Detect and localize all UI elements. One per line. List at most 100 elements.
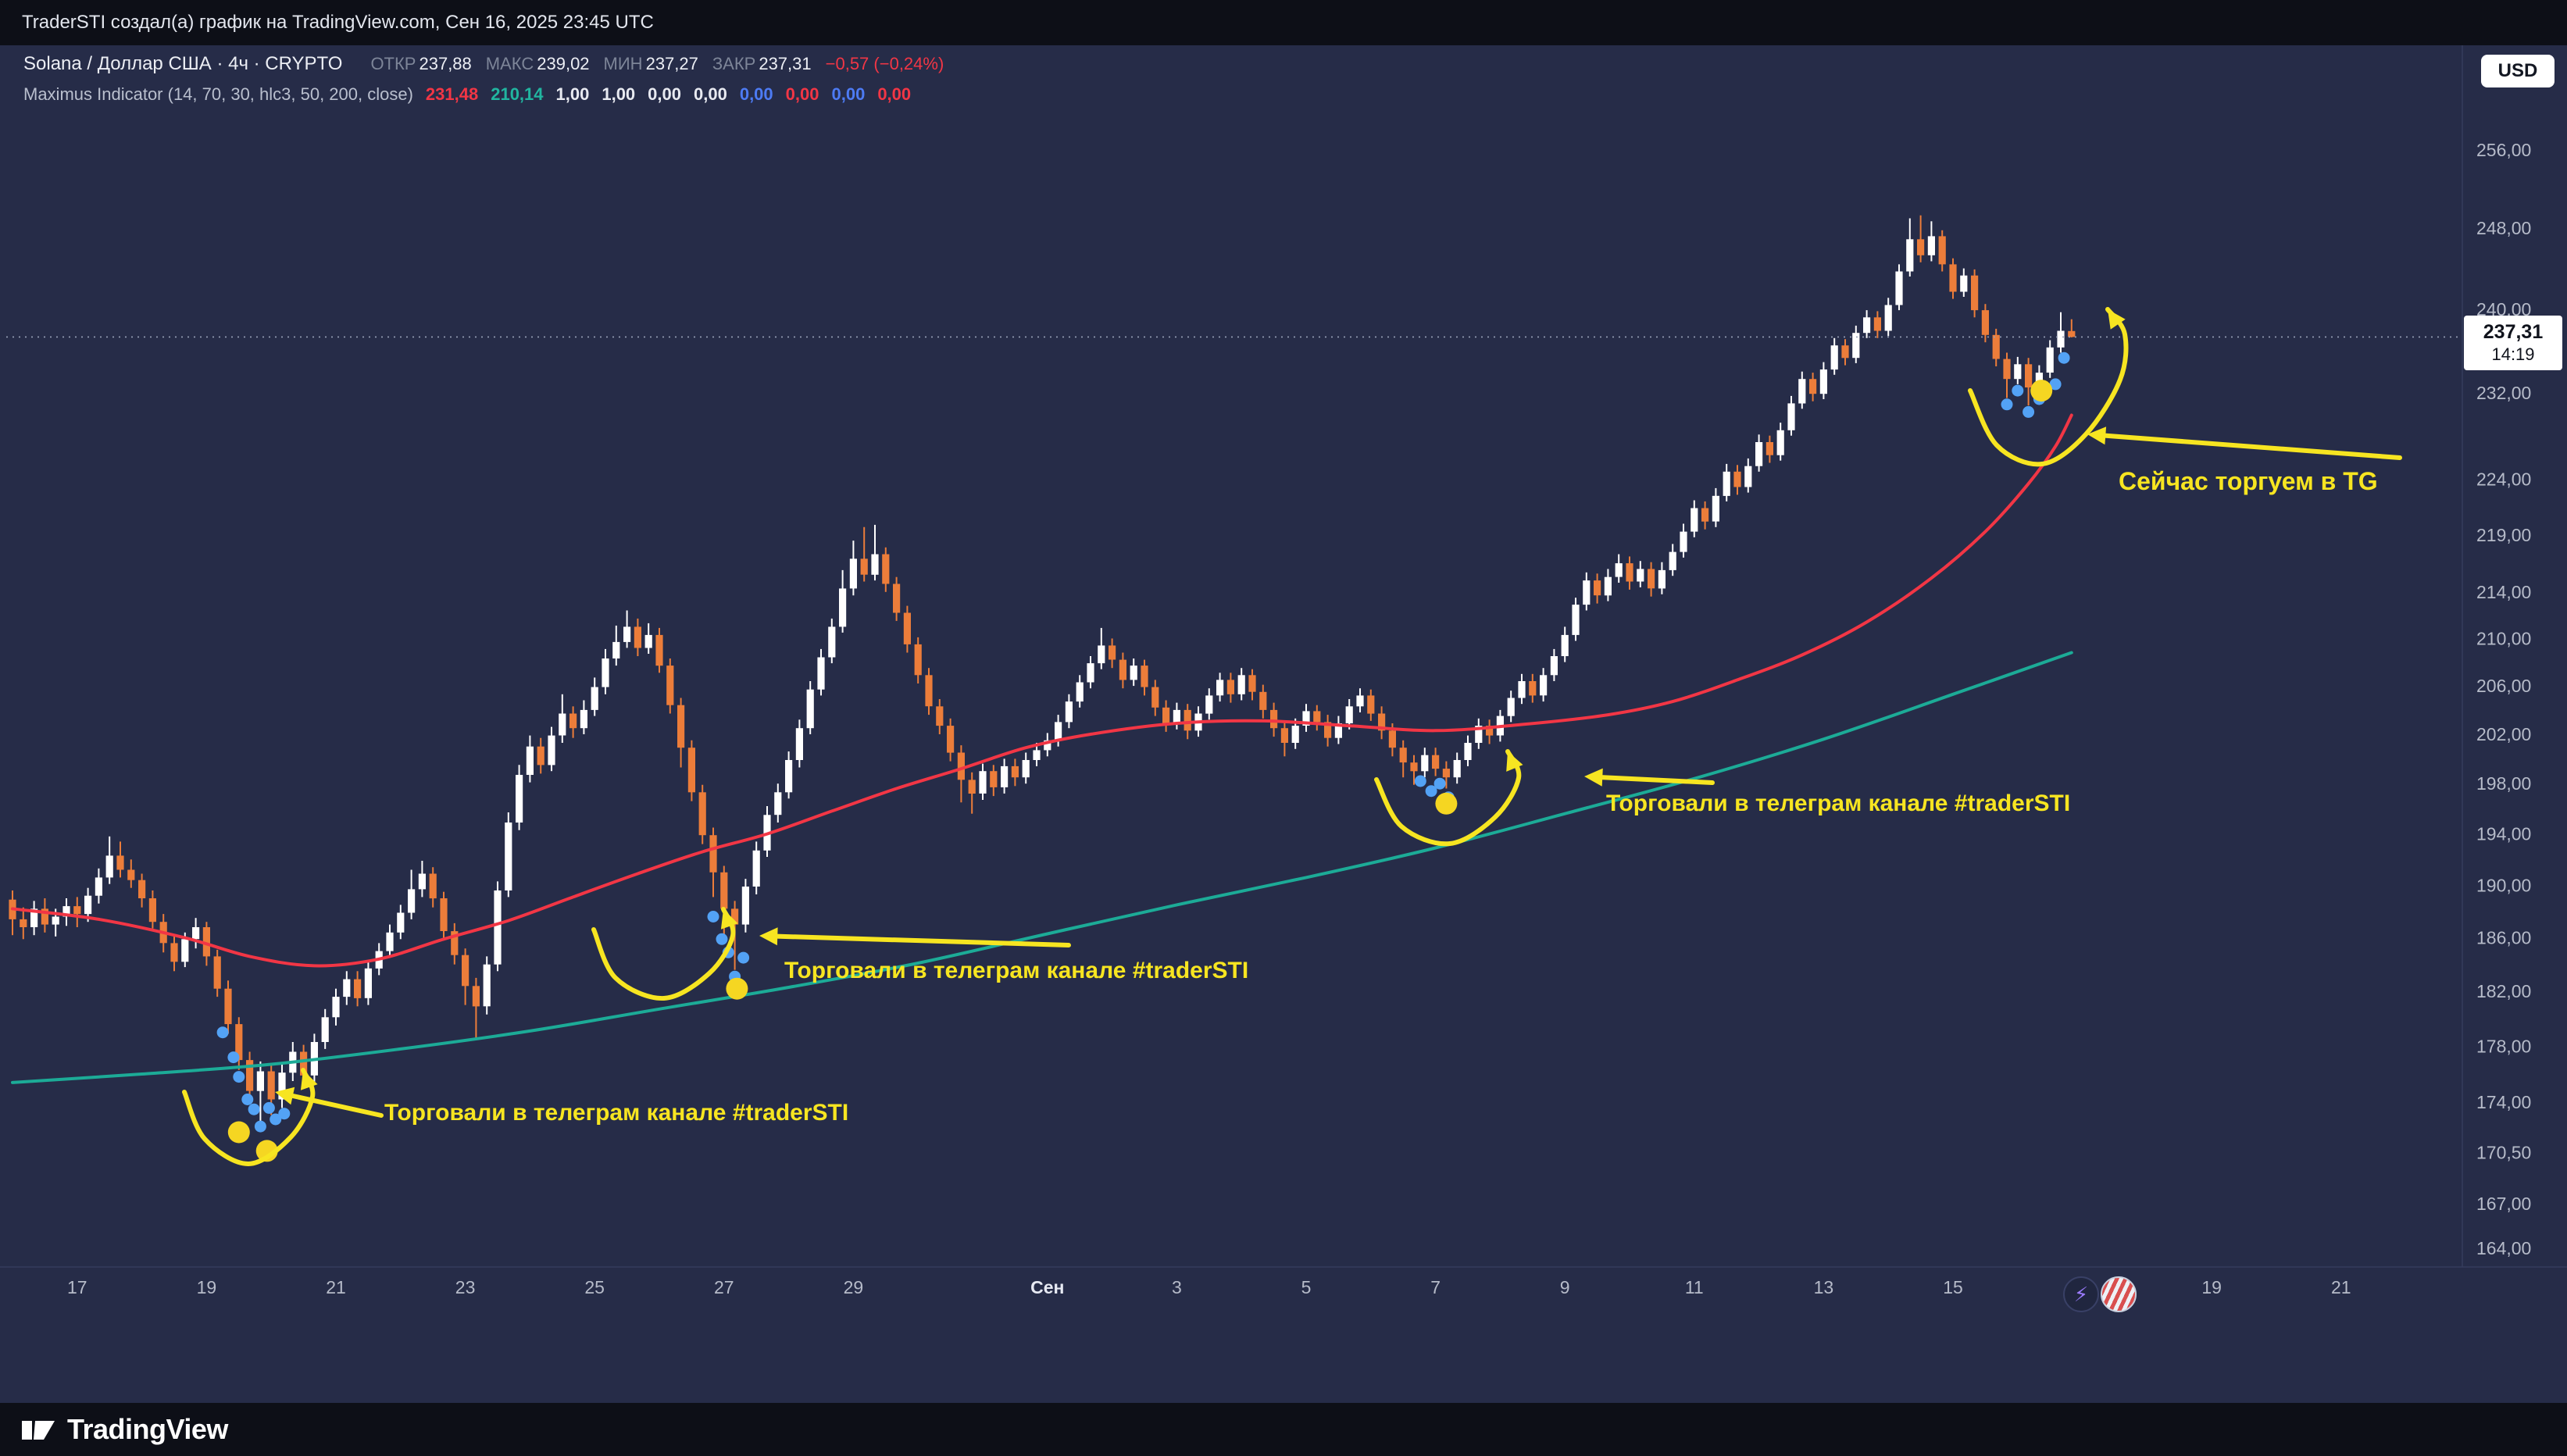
price-tick-label: 210,00 — [2476, 628, 2531, 648]
arrow-head — [2087, 426, 2107, 445]
time-tick-label: 21 — [326, 1277, 346, 1297]
time-tick-label: Сен — [1030, 1277, 1064, 1297]
time-tick-label: 17 — [67, 1277, 87, 1297]
indicator-value: 1,00 — [555, 84, 590, 104]
ohlc-high: МАКС 239,02 — [485, 54, 590, 73]
time-tick-label: 19 — [2201, 1277, 2222, 1297]
arrow-head — [1584, 768, 1603, 787]
trade-marker-blue — [716, 933, 728, 945]
trade-marker-yellow — [227, 1121, 250, 1144]
trade-markers — [216, 352, 2070, 1162]
trade-marker-blue — [216, 1026, 229, 1039]
attribution-text: TraderSTI создал(а) график на TradingVie… — [22, 12, 654, 33]
current-price-label: 237,31 14:19 — [2464, 316, 2562, 370]
indicator-value: 0,00 — [785, 84, 819, 104]
time-tick-label: 11 — [1685, 1277, 1704, 1297]
swoosh-arc — [1968, 307, 2129, 467]
tradingview-logo[interactable] — [20, 1410, 56, 1450]
ohlc-open: ОТКР 237,88 — [370, 54, 472, 73]
annotation-label-0[interactable]: Торговали в телеграм канале #traderSTI — [384, 1100, 849, 1126]
time-tick-label: 21 — [2331, 1277, 2351, 1297]
tradingview-brand-text[interactable]: TradingView — [67, 1413, 228, 1445]
time-tick-label: 15 — [1943, 1277, 1963, 1297]
annotation-arrow — [283, 1092, 384, 1118]
price-tick-label: 202,00 — [2476, 724, 2531, 744]
price-tick-label: 248,00 — [2476, 218, 2531, 238]
time-tick-label: 25 — [584, 1277, 605, 1297]
symbol-row: Solana / Доллар США · 4ч · CRYPTO ОТКР 23… — [23, 53, 944, 75]
arrow-head — [2108, 309, 2126, 330]
currency-toggle-button[interactable]: USD — [2481, 55, 2555, 87]
time-tick-label: 3 — [1172, 1277, 1182, 1297]
trade-marker-blue — [1433, 777, 1446, 790]
footer-bar: TradingView — [0, 1403, 2567, 1456]
swoosh-arc — [182, 1068, 316, 1167]
ohlc-close: ЗАКР 237,31 — [712, 54, 812, 73]
attribution-bar: TraderSTI создал(а) график на TradingVie… — [0, 0, 2567, 45]
annotation-arrow — [768, 933, 1071, 947]
trade-marker-blue — [227, 1051, 240, 1064]
ma-slow-line — [11, 651, 2073, 1084]
trade-marker-blue — [254, 1120, 266, 1133]
tradingview-logo-mark — [22, 1420, 55, 1440]
price-tick-label: 224,00 — [2476, 469, 2531, 490]
price-tick-label: 170,50 — [2476, 1142, 2531, 1162]
trade-marker-blue — [2058, 352, 2070, 364]
indicator-value: 0,00 — [877, 84, 912, 104]
annotation-label-1[interactable]: Торговали в телеграм канале #traderSTI — [784, 958, 1249, 983]
indicator-row: Maximus Indicator (14, 70, 30, hlc3, 50,… — [23, 84, 944, 105]
indicator-value: 0,00 — [831, 84, 866, 104]
candle-countdown: 14:19 — [2491, 344, 2535, 364]
lightning-icon: ⚡ — [2073, 1282, 2089, 1306]
price-tick-label: 182,00 — [2476, 981, 2531, 1001]
annotation-arrow — [1593, 774, 1715, 785]
trade-marker-yellow — [2030, 380, 2053, 402]
arrow-head — [275, 1087, 295, 1105]
trade-marker-blue — [278, 1108, 291, 1120]
swoosh-arc — [1374, 749, 1522, 847]
time-tick-label: 27 — [714, 1277, 734, 1297]
trade-marker-blue — [270, 1113, 282, 1126]
boost-icon[interactable]: ⚡ — [2063, 1276, 2099, 1312]
price-tick-label: 232,00 — [2476, 383, 2531, 403]
flag-icon[interactable] — [2101, 1276, 2137, 1312]
price-tick-label: 178,00 — [2476, 1036, 2531, 1056]
indicator-value: 0,00 — [648, 84, 681, 104]
trade-marker-blue — [233, 1071, 245, 1083]
price-tick-label: 190,00 — [2476, 875, 2531, 895]
trade-marker-blue — [1425, 785, 1437, 798]
trade-marker-yellow — [726, 977, 748, 1000]
price-tick-label: 256,00 — [2476, 140, 2531, 160]
price-tick-label: 186,00 — [2476, 928, 2531, 948]
price-axis[interactable] — [2462, 45, 2567, 1267]
price-tick-label: 198,00 — [2476, 773, 2531, 794]
annotation-arrow — [2096, 433, 2402, 460]
trade-marker-blue — [262, 1101, 275, 1114]
indicator-value: 0,00 — [694, 84, 727, 104]
trade-marker-blue — [2049, 378, 2062, 391]
price-tick-label: 194,00 — [2476, 824, 2531, 844]
price-tick-label: 219,00 — [2476, 525, 2531, 545]
candles — [9, 215, 2076, 1122]
indicator-value: 0,00 — [739, 84, 773, 104]
trade-marker-blue — [707, 911, 719, 922]
annotation-label-3[interactable]: Сейчас торгуем в TG — [2119, 467, 2378, 495]
time-tick-label: 5 — [1301, 1277, 1312, 1297]
trade-marker-blue — [1414, 775, 1426, 787]
arrow-head — [759, 927, 778, 946]
price-tick-label: 167,00 — [2476, 1194, 2531, 1214]
ohlc-low: МИН 237,27 — [603, 54, 698, 73]
time-tick-label: 7 — [1430, 1277, 1441, 1297]
trade-marker-blue — [2012, 384, 2024, 397]
swoosh-arc — [591, 907, 736, 1001]
indicator-title[interactable]: Maximus Indicator (14, 70, 30, hlc3, 50,… — [23, 84, 413, 104]
time-tick-label: 19 — [197, 1277, 217, 1297]
symbol-title[interactable]: Solana / Доллар США · 4ч · CRYPTO — [23, 53, 343, 74]
trade-marker-blue — [248, 1103, 260, 1115]
annotation-label-2[interactable]: Торговали в телеграм канале #traderSTI — [1606, 790, 2071, 816]
arrow-head — [720, 909, 738, 930]
price-tick-label: 174,00 — [2476, 1092, 2531, 1112]
arrow-head — [1506, 751, 1523, 772]
price-tick-label: 206,00 — [2476, 676, 2531, 696]
